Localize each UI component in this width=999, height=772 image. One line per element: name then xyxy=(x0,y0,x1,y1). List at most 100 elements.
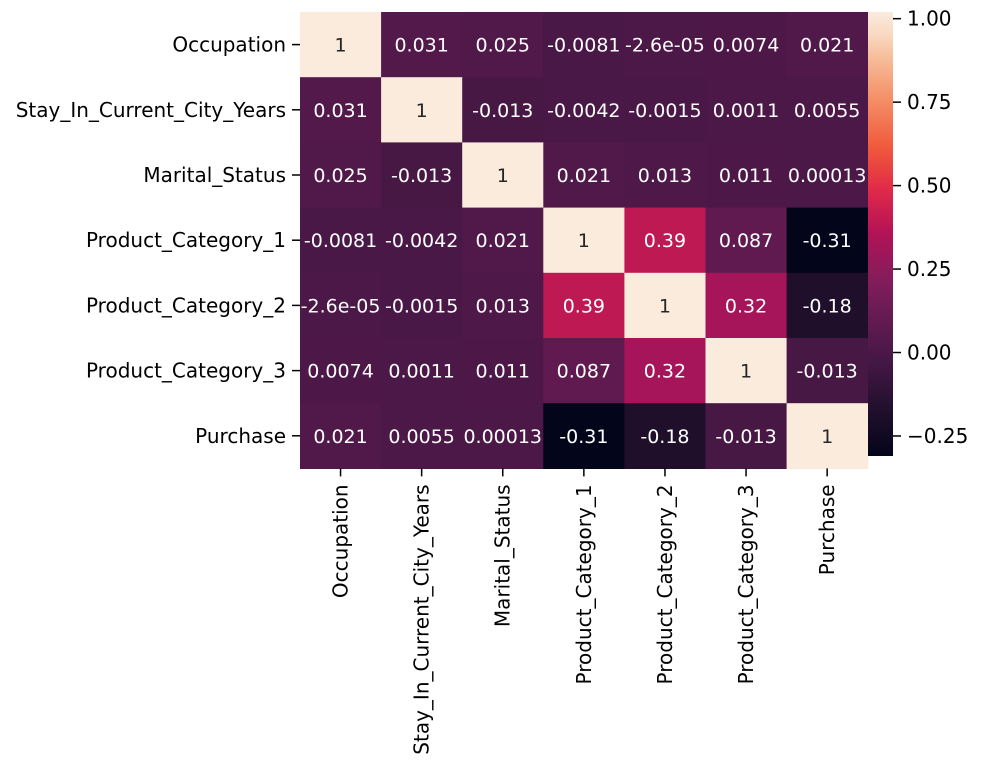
cell-annotation: -0.31 xyxy=(803,230,852,252)
heatmap-cell xyxy=(543,207,625,274)
x-tick-label: Purchase xyxy=(815,484,839,575)
x-tick-label: Stay_In_Current_City_Years xyxy=(410,484,434,754)
heatmap-cell xyxy=(381,207,463,274)
cell-annotation: -0.0015 xyxy=(385,295,458,317)
cell-annotation: -0.013 xyxy=(391,165,452,187)
cell-annotation: 0.00013 xyxy=(463,426,542,448)
heatmap-cell xyxy=(462,207,544,274)
y-tick-label: Product_Category_1 xyxy=(86,228,286,252)
heatmap-cell xyxy=(705,77,788,143)
cell-annotation: 0.021 xyxy=(476,230,530,252)
cell-annotation: 0.0074 xyxy=(713,35,779,57)
heatmap-cell xyxy=(543,338,625,404)
heatmap-cell xyxy=(624,12,707,78)
heatmap-cell xyxy=(624,77,707,143)
y-tick-label: Occupation xyxy=(172,33,286,57)
cell-annotation: -0.013 xyxy=(797,361,858,383)
heatmap-cell xyxy=(462,403,544,469)
heatmap-cell xyxy=(786,272,869,339)
heatmap-cell xyxy=(462,77,544,143)
heatmap-cell xyxy=(705,207,788,274)
heatmap-cell xyxy=(543,12,625,78)
cell-annotation: -2.6e-05 xyxy=(625,35,705,57)
cell-annotation: -0.31 xyxy=(559,426,608,448)
x-tick-label: Product_Category_3 xyxy=(734,484,758,684)
heatmap-cell xyxy=(786,142,869,209)
cell-annotation: 0.39 xyxy=(563,295,605,317)
colorbar-tick-label: 0.75 xyxy=(907,90,952,114)
heatmap-cell xyxy=(381,272,463,339)
cell-annotation: 0.087 xyxy=(557,361,611,383)
colorbar-tick-label: 1.00 xyxy=(907,7,952,31)
heatmap-cell xyxy=(300,77,382,143)
heatmap-cell xyxy=(543,142,625,209)
y-tick-label: Product_Category_2 xyxy=(86,293,286,317)
colorbar-tick-label: −0.25 xyxy=(907,424,968,448)
cell-annotation: 0.0055 xyxy=(794,100,860,122)
cell-annotation: 0.00013 xyxy=(788,165,867,187)
heatmap-cell xyxy=(462,142,544,209)
cell-annotation: 0.32 xyxy=(644,361,686,383)
cell-annotation: -0.18 xyxy=(640,426,689,448)
heatmap-cell xyxy=(381,142,463,209)
cell-annotation: -0.013 xyxy=(715,426,776,448)
cell-annotation: -0.013 xyxy=(472,100,533,122)
heatmap-cell xyxy=(543,77,625,143)
heatmap-cell xyxy=(786,207,869,274)
cell-annotation: 0.013 xyxy=(476,295,530,317)
heatmap-cell xyxy=(786,403,869,469)
heatmap-cell xyxy=(624,403,707,469)
heatmap-cell xyxy=(705,403,788,469)
x-tick-label: Occupation xyxy=(329,484,353,598)
heatmap-cell xyxy=(381,338,463,404)
cell-annotation: 1 xyxy=(740,361,752,383)
cell-annotation: 1 xyxy=(497,165,509,187)
cell-annotation: 1 xyxy=(335,35,347,57)
heatmap-cell xyxy=(381,77,463,143)
y-tick-label: Stay_In_Current_City_Years xyxy=(16,98,286,122)
cell-annotation: 0.0011 xyxy=(388,361,454,383)
heatmap-cell xyxy=(624,338,707,404)
cell-annotation: 0.011 xyxy=(719,165,773,187)
heatmap-cell xyxy=(300,272,382,339)
heatmap-cell xyxy=(381,12,463,78)
cell-annotation: -0.0015 xyxy=(628,100,701,122)
heatmap-cell xyxy=(624,142,707,209)
heatmap-cell xyxy=(786,338,869,404)
cell-annotation: -0.0042 xyxy=(547,100,620,122)
cell-annotation: 0.087 xyxy=(719,230,773,252)
heatmap-cell xyxy=(300,207,382,274)
cell-annotation: 0.021 xyxy=(800,35,854,57)
x-tick-label: Marital_Status xyxy=(491,484,515,627)
heatmap-cell xyxy=(624,272,707,339)
cell-annotation: 0.021 xyxy=(313,426,367,448)
cell-annotation: 1 xyxy=(821,426,833,448)
heatmap-cell xyxy=(300,142,382,209)
cell-annotation: 0.0055 xyxy=(388,426,454,448)
cell-annotation: -0.0042 xyxy=(385,230,458,252)
heatmap-cell xyxy=(624,207,707,274)
x-tick-label: Product_Category_1 xyxy=(572,484,596,684)
heatmap-cell xyxy=(381,403,463,469)
cell-annotation: 1 xyxy=(659,295,671,317)
heatmap-cell xyxy=(705,338,788,404)
colorbar-tick-label: 0.25 xyxy=(907,257,952,281)
heatmap-cell xyxy=(300,403,382,469)
cell-annotation: 1 xyxy=(578,230,590,252)
cell-annotation: 0.0074 xyxy=(307,361,373,383)
heatmap-cell xyxy=(300,12,382,78)
heatmap-cell xyxy=(705,142,788,209)
cell-annotation: 0.025 xyxy=(476,35,530,57)
heatmap-cell xyxy=(543,272,625,339)
heatmap-cell xyxy=(462,338,544,404)
cell-annotation: -0.18 xyxy=(803,295,852,317)
y-tick-label: Purchase xyxy=(195,424,286,448)
cell-annotation: 0.32 xyxy=(725,295,767,317)
heatmap-cell xyxy=(705,12,788,78)
cell-annotation: 0.031 xyxy=(394,35,448,57)
cell-annotation: 0.025 xyxy=(313,165,367,187)
x-tick-label: Product_Category_2 xyxy=(653,484,677,684)
heatmap-cell xyxy=(462,272,544,339)
cell-annotation: -0.0081 xyxy=(547,35,620,57)
